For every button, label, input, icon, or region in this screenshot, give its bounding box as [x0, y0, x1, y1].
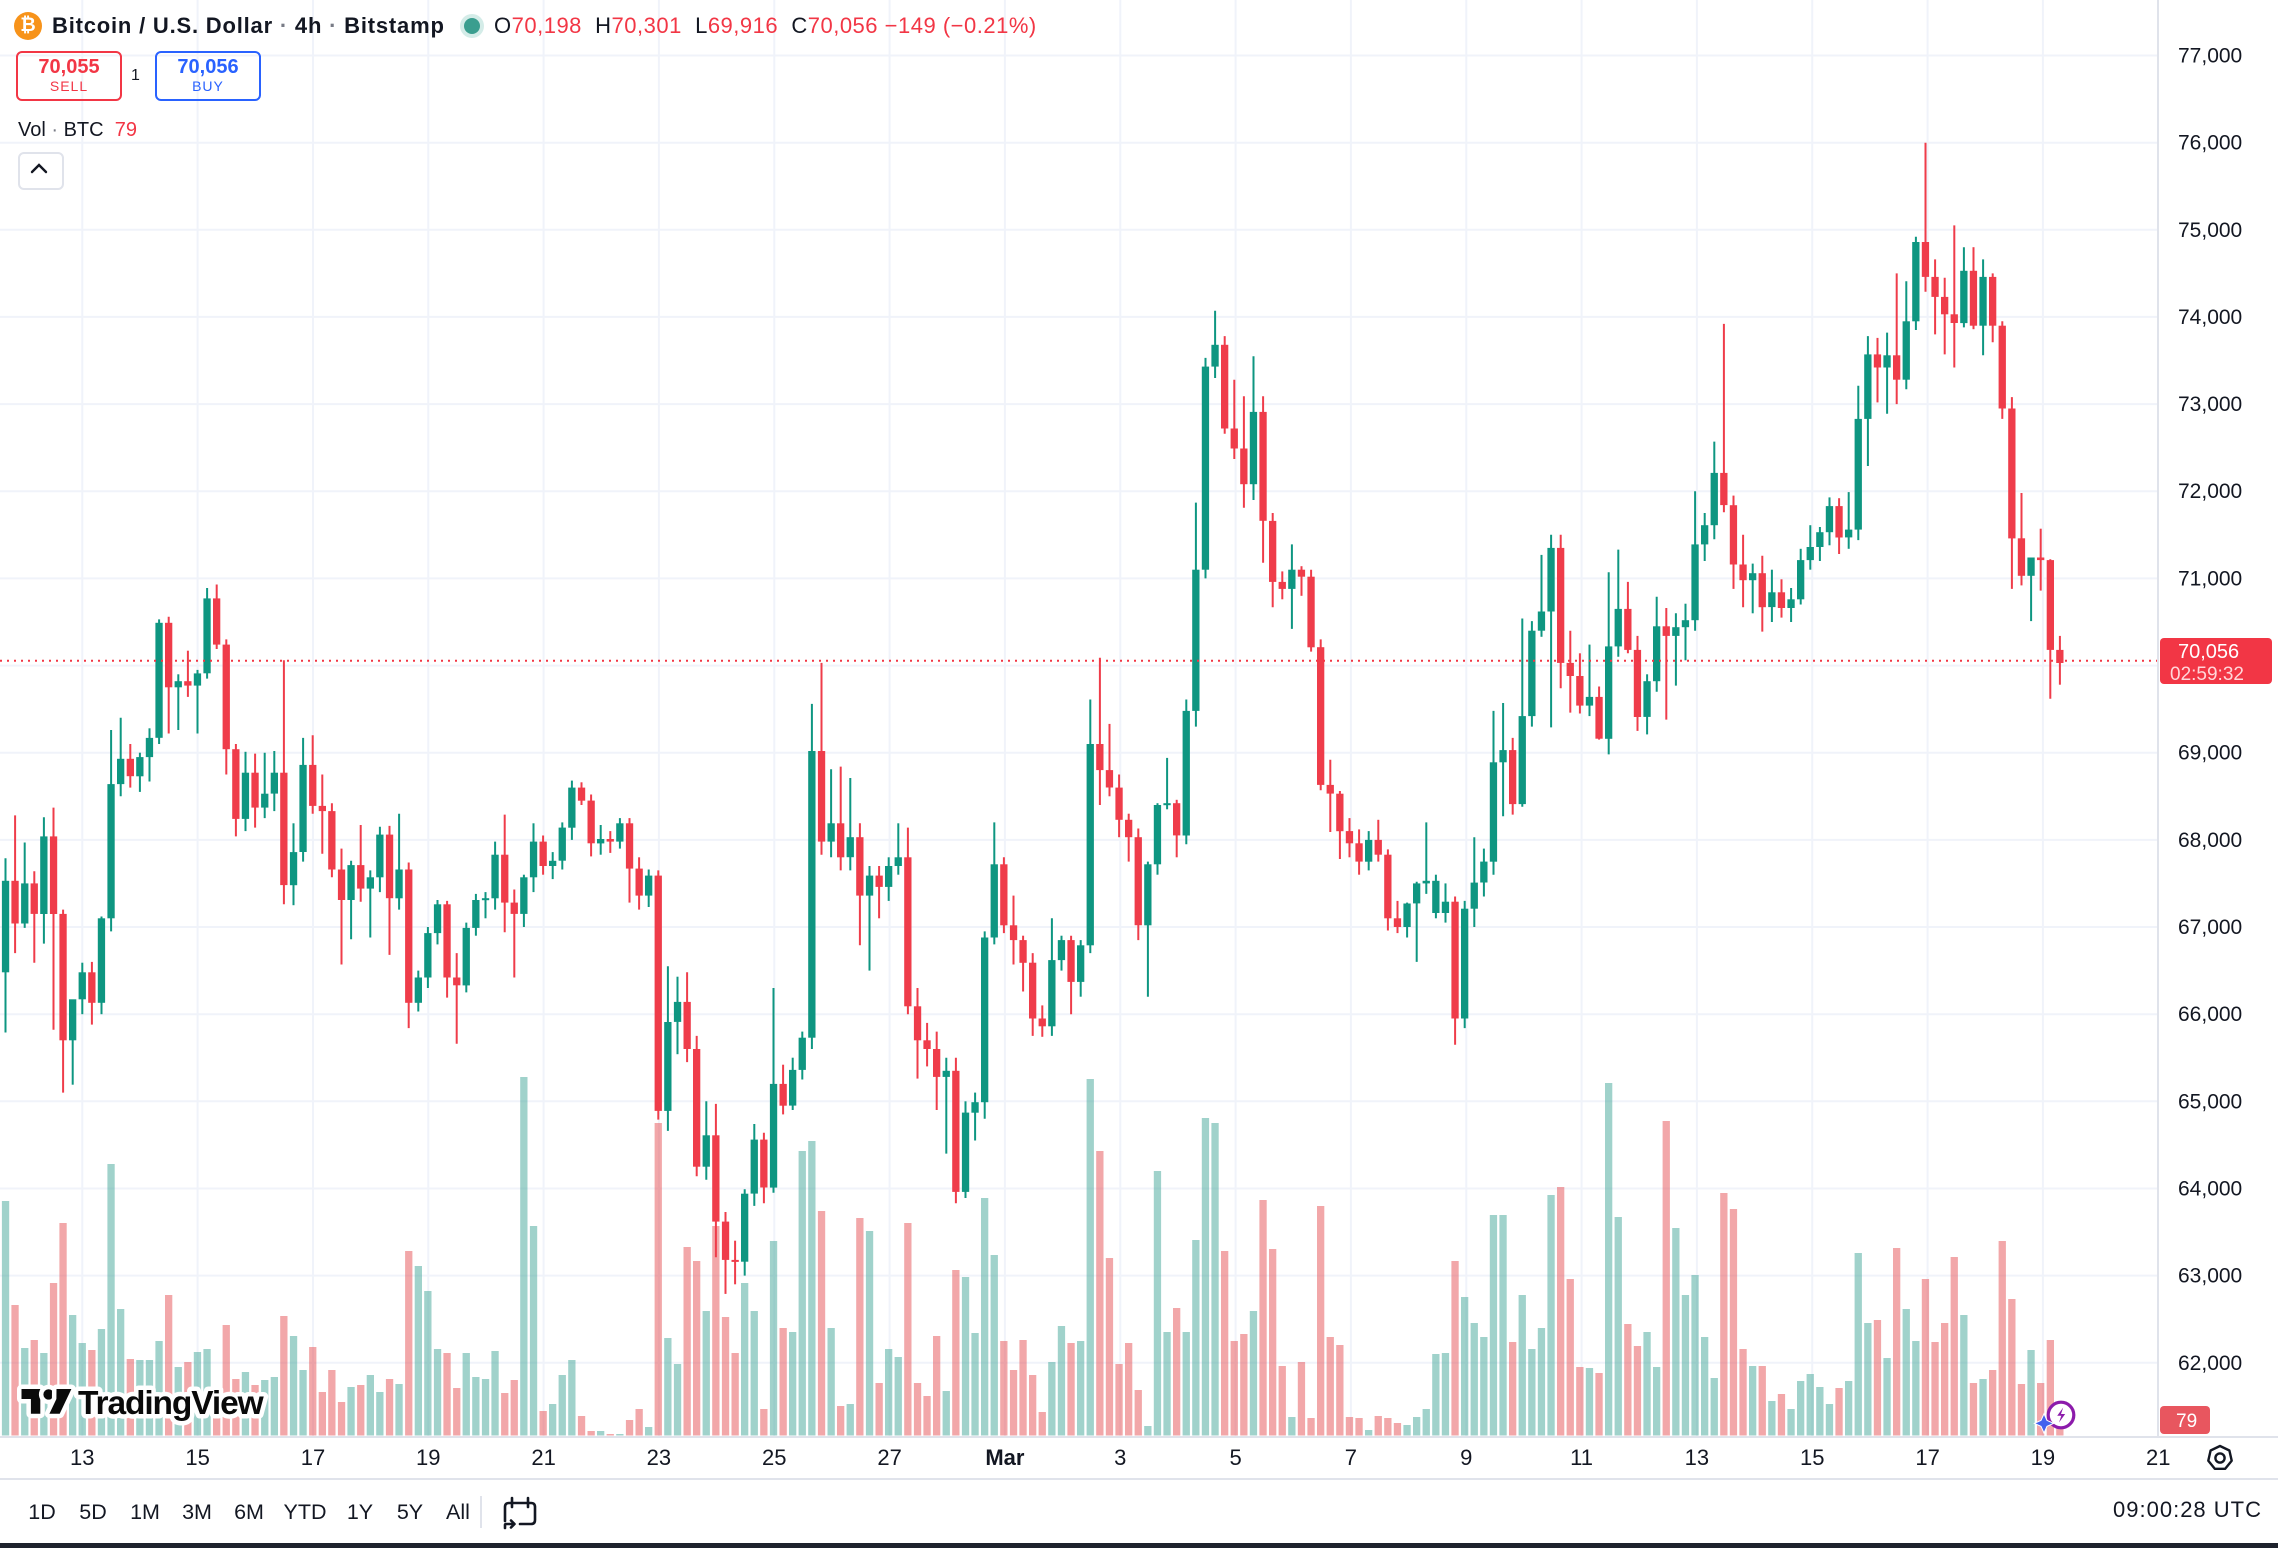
svg-text:76,000: 76,000 [2178, 132, 2242, 155]
svg-text:17: 17 [301, 1445, 325, 1470]
svg-text:1M: 1M [130, 1500, 160, 1524]
svg-text:67,000: 67,000 [2178, 916, 2242, 939]
svg-text:11: 11 [1570, 1445, 1593, 1470]
svg-text:15: 15 [1800, 1445, 1824, 1470]
svg-text:74,000: 74,000 [2178, 306, 2242, 329]
svg-text:77,000: 77,000 [2178, 45, 2242, 68]
svg-text:6M: 6M [234, 1500, 264, 1524]
svg-text:YTD: YTD [284, 1500, 327, 1524]
svg-text:72,000: 72,000 [2178, 480, 2242, 503]
svg-text:64,000: 64,000 [2178, 1178, 2242, 1201]
svg-text:27: 27 [877, 1445, 901, 1470]
svg-text:5D: 5D [79, 1500, 106, 1524]
svg-text:19: 19 [416, 1445, 440, 1470]
svg-text:21: 21 [531, 1445, 555, 1470]
svg-text:09:00:28 UTC: 09:00:28 UTC [2113, 1497, 2262, 1522]
svg-text:68,000: 68,000 [2178, 829, 2242, 852]
svg-text:65,000: 65,000 [2178, 1090, 2242, 1113]
svg-text:23: 23 [647, 1445, 671, 1470]
svg-text:71,000: 71,000 [2178, 567, 2242, 590]
svg-text:75,000: 75,000 [2178, 219, 2242, 242]
svg-text:17: 17 [1915, 1445, 1939, 1470]
svg-text:3: 3 [1114, 1445, 1126, 1470]
svg-text:69,000: 69,000 [2178, 742, 2242, 765]
svg-text:5Y: 5Y [397, 1500, 423, 1524]
svg-text:73,000: 73,000 [2178, 393, 2242, 416]
svg-text:02:59:32: 02:59:32 [2170, 664, 2244, 685]
svg-text:All: All [446, 1500, 470, 1524]
svg-text:7: 7 [1345, 1445, 1357, 1470]
svg-text:13: 13 [1685, 1445, 1709, 1470]
svg-text:13: 13 [70, 1445, 94, 1470]
svg-text:5: 5 [1229, 1445, 1241, 1470]
svg-text:TradingView: TradingView [78, 1385, 265, 1422]
svg-text:63,000: 63,000 [2178, 1265, 2242, 1288]
svg-text:3M: 3M [182, 1500, 212, 1524]
svg-text:15: 15 [185, 1445, 209, 1470]
svg-text:62,000: 62,000 [2178, 1352, 2242, 1375]
svg-text:25: 25 [762, 1445, 786, 1470]
svg-text:66,000: 66,000 [2178, 1003, 2242, 1026]
svg-text:21: 21 [2146, 1445, 2170, 1470]
svg-text:79: 79 [2176, 1411, 2197, 1432]
svg-text:9: 9 [1460, 1445, 1472, 1470]
svg-text:Mar: Mar [985, 1445, 1025, 1470]
svg-text:70,056: 70,056 [2178, 641, 2239, 663]
svg-text:19: 19 [2031, 1445, 2055, 1470]
svg-text:1D: 1D [28, 1500, 55, 1524]
svg-text:1Y: 1Y [347, 1500, 373, 1524]
